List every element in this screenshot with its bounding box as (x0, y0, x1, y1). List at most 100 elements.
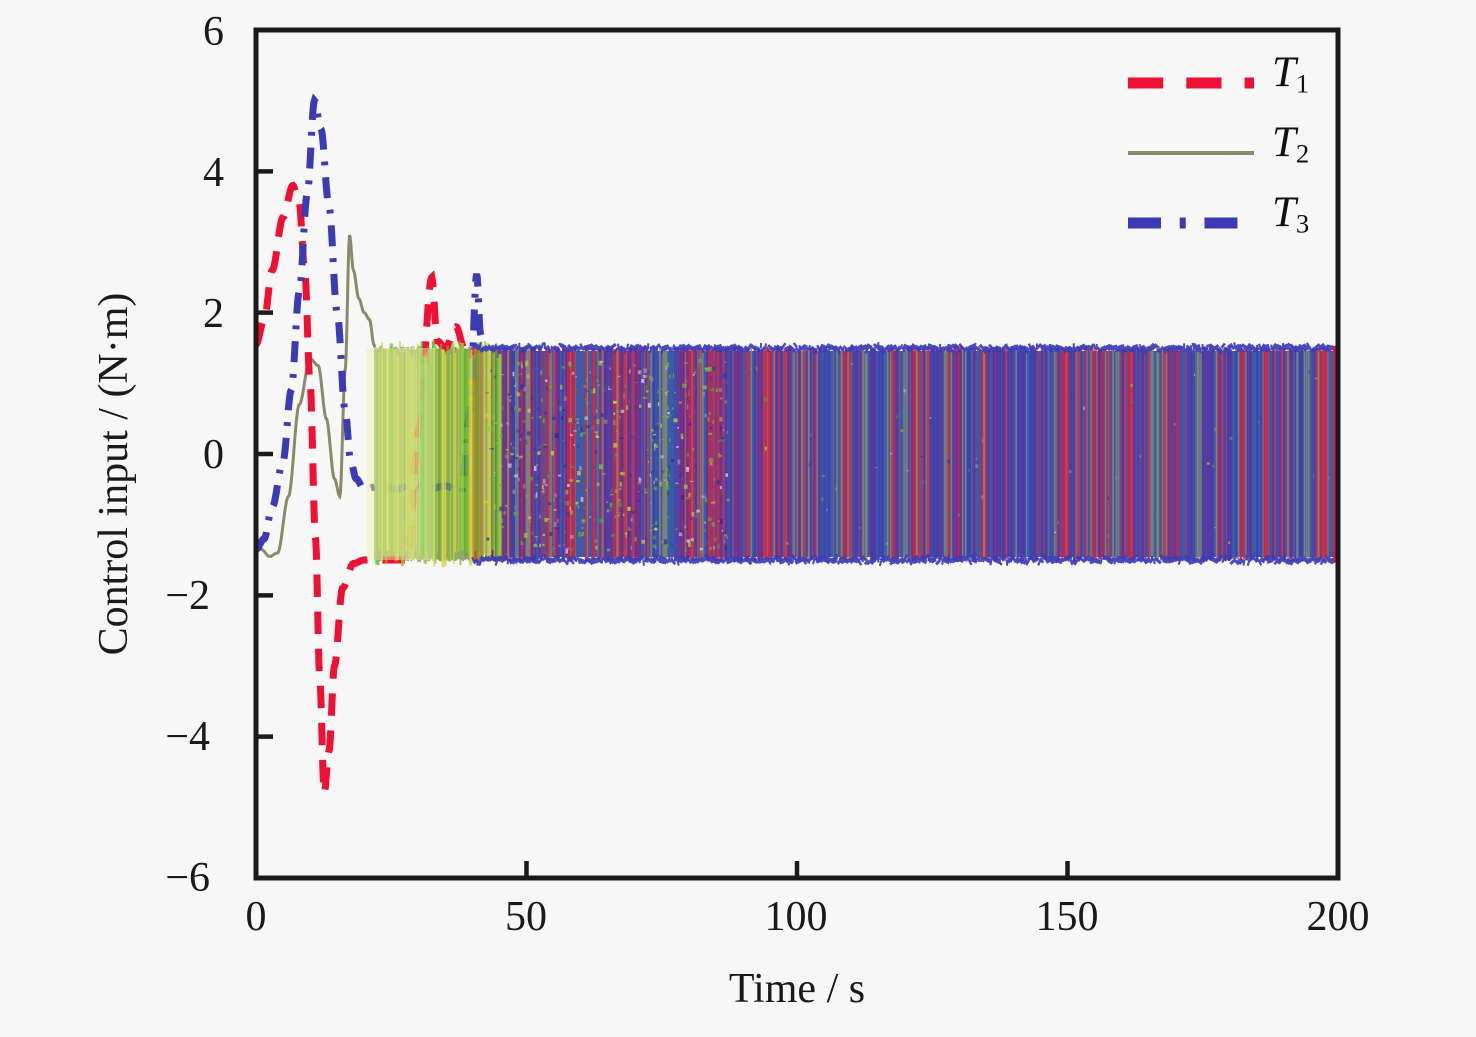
mix-bar (449, 354, 452, 562)
band-speckle (563, 544, 565, 546)
band-speckle (688, 542, 691, 547)
band-speckle (505, 448, 509, 451)
band-speckle (540, 370, 543, 375)
band-speckle (625, 532, 627, 538)
band-speckle (812, 473, 814, 477)
band-speckle (651, 377, 654, 382)
band-speckle (565, 549, 568, 554)
band-speckle (508, 394, 510, 397)
band-speckle (622, 464, 625, 467)
band-speckle (716, 480, 720, 484)
band-speckle (694, 514, 698, 518)
band-speckle (618, 416, 621, 419)
mix-wash (372, 348, 375, 560)
band-speckle (1082, 406, 1086, 411)
band-speckle (686, 452, 689, 457)
band-speckle (695, 511, 698, 514)
mix-wash (412, 348, 416, 560)
band-speckle (586, 425, 590, 428)
band-speckle (709, 389, 714, 391)
band-speckle (589, 516, 592, 519)
band-speckle (724, 545, 727, 551)
band-speckle (544, 411, 547, 415)
band-speckle (749, 367, 752, 370)
band-speckle (702, 385, 707, 390)
band-speckle (559, 499, 561, 502)
mix-bar (462, 353, 464, 562)
band-speckle (567, 484, 570, 487)
band-speckle (643, 368, 647, 373)
band-speckle (668, 438, 671, 442)
y-tick-label: 4 (203, 150, 224, 196)
band-speckle (689, 480, 694, 482)
band-speckle (535, 484, 539, 486)
band-speckle (499, 518, 503, 523)
band-speckle (486, 405, 490, 407)
band-speckle (722, 429, 725, 431)
band-speckle (499, 434, 503, 437)
band-speckle (578, 506, 580, 509)
band-speckle (707, 417, 710, 422)
band-speckle (531, 396, 534, 400)
band-speckle (519, 373, 523, 375)
band-speckle (681, 437, 684, 440)
band-speckle (564, 531, 566, 534)
mix-bar (461, 343, 464, 551)
band-speckle (1257, 421, 1260, 423)
mix-wash (410, 348, 413, 560)
band-speckle (542, 543, 545, 547)
band-speckle (674, 391, 676, 394)
band-speckle (583, 385, 587, 388)
band-speckle (694, 401, 696, 405)
band-speckle (656, 477, 661, 480)
band-speckle (672, 373, 675, 378)
band-speckle (718, 520, 721, 522)
band-speckle (609, 367, 611, 370)
band-speckle (621, 471, 626, 476)
band-speckle (546, 385, 548, 390)
band-speckle (514, 385, 516, 387)
band-speckle (552, 417, 557, 420)
band-speckle (514, 505, 516, 510)
band-speckle (498, 484, 503, 487)
mix-bar (495, 343, 498, 557)
band-speckle (900, 420, 903, 424)
band-speckle (546, 432, 548, 434)
band-speckle (510, 442, 512, 446)
mix-wash (429, 348, 432, 560)
y-tick-label: 2 (203, 291, 224, 337)
band-speckle (717, 543, 720, 549)
mix-wash (375, 348, 378, 560)
band-speckle (709, 426, 713, 429)
mix-bar (488, 349, 491, 563)
band-speckle (1214, 427, 1217, 432)
band-speckle (585, 390, 589, 392)
legend-label-t3-text: T (1272, 189, 1296, 236)
y-tick-label: −6 (165, 855, 210, 901)
band-speckle (512, 489, 516, 494)
band-speckle (554, 527, 559, 529)
band-speckle (554, 507, 556, 509)
band-speckle (646, 390, 649, 393)
band-speckle (675, 528, 678, 530)
band-speckle (516, 453, 519, 457)
band-speckle (658, 397, 661, 400)
band-speckle (719, 519, 723, 524)
band-speckle (721, 436, 724, 439)
mix-wash (426, 348, 430, 560)
mix-bar (409, 352, 412, 550)
band-speckle (608, 388, 612, 390)
mix-wash (385, 348, 389, 560)
band-speckle (628, 370, 631, 374)
band-speckle (701, 495, 706, 499)
mix-wash (393, 348, 397, 560)
band-speckle (726, 381, 729, 383)
band-speckle (1131, 401, 1134, 404)
band-speckle (569, 479, 574, 482)
mix-bar (480, 341, 483, 559)
band-speckle (612, 400, 617, 404)
band-speckle (489, 448, 493, 450)
band-speckle (671, 404, 673, 407)
band-speckle (517, 361, 521, 366)
band-speckle (717, 453, 721, 458)
